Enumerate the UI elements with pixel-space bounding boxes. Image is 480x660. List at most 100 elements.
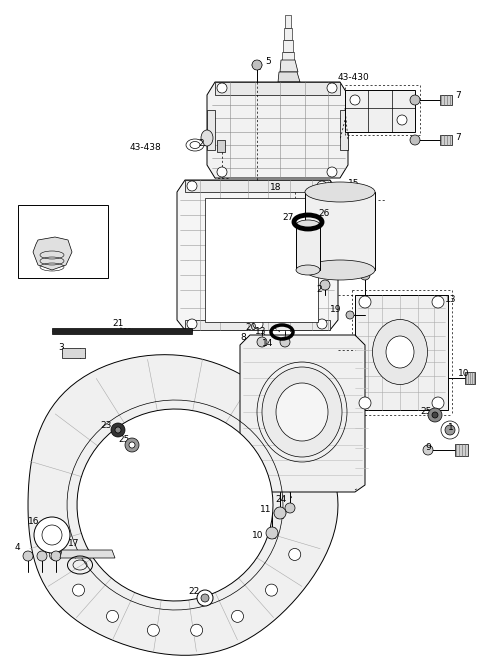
Circle shape <box>253 319 263 329</box>
Circle shape <box>125 438 139 452</box>
Polygon shape <box>77 409 273 601</box>
Circle shape <box>360 270 370 280</box>
Text: 19: 19 <box>330 306 341 315</box>
Text: 27: 27 <box>282 213 293 222</box>
Circle shape <box>187 181 197 191</box>
Polygon shape <box>60 550 115 558</box>
Circle shape <box>350 95 360 105</box>
Text: 2: 2 <box>316 286 322 294</box>
Text: 6: 6 <box>340 267 346 277</box>
Text: 43-430: 43-430 <box>338 73 370 82</box>
Text: 11: 11 <box>260 506 272 515</box>
Circle shape <box>34 517 70 553</box>
Text: 21: 21 <box>112 319 123 327</box>
Circle shape <box>51 551 61 561</box>
Polygon shape <box>205 198 318 322</box>
Circle shape <box>346 311 354 319</box>
Text: 10: 10 <box>252 531 264 539</box>
Text: 24: 24 <box>275 496 286 504</box>
Circle shape <box>274 507 286 519</box>
Circle shape <box>49 548 61 560</box>
Circle shape <box>42 525 62 545</box>
Text: 7: 7 <box>455 133 461 143</box>
Circle shape <box>191 624 203 636</box>
Ellipse shape <box>305 260 375 280</box>
Polygon shape <box>240 335 365 492</box>
Polygon shape <box>282 52 294 60</box>
Polygon shape <box>185 180 330 192</box>
Circle shape <box>115 427 121 433</box>
Text: 22: 22 <box>188 587 199 597</box>
Ellipse shape <box>305 182 375 202</box>
Text: 43-438: 43-438 <box>130 143 162 152</box>
Polygon shape <box>33 237 72 270</box>
Circle shape <box>317 181 327 191</box>
Circle shape <box>147 624 159 636</box>
Circle shape <box>266 527 278 539</box>
Polygon shape <box>215 82 340 95</box>
Polygon shape <box>284 28 292 40</box>
Circle shape <box>397 115 407 125</box>
Circle shape <box>201 594 209 602</box>
Circle shape <box>252 60 262 70</box>
Text: 8: 8 <box>240 333 246 343</box>
Polygon shape <box>28 354 338 655</box>
Circle shape <box>423 445 433 455</box>
Ellipse shape <box>201 130 213 146</box>
Circle shape <box>265 584 277 596</box>
Circle shape <box>217 167 227 177</box>
Circle shape <box>23 551 33 561</box>
Text: 20: 20 <box>245 323 256 333</box>
Circle shape <box>72 584 84 596</box>
Text: 4: 4 <box>15 543 21 552</box>
Text: 18: 18 <box>270 183 281 191</box>
Polygon shape <box>355 295 448 410</box>
Text: 25: 25 <box>118 436 130 444</box>
Ellipse shape <box>372 319 428 385</box>
Circle shape <box>432 296 444 308</box>
Text: 17: 17 <box>68 539 80 548</box>
Text: 13: 13 <box>255 327 266 337</box>
Text: 1: 1 <box>448 422 454 432</box>
Ellipse shape <box>296 220 320 230</box>
Circle shape <box>327 83 337 93</box>
Text: 10: 10 <box>458 370 469 378</box>
Text: 23: 23 <box>100 420 111 430</box>
Text: 7: 7 <box>455 92 461 100</box>
Text: 9: 9 <box>425 442 431 451</box>
Circle shape <box>257 337 267 347</box>
Circle shape <box>217 83 227 93</box>
Text: 14: 14 <box>262 339 274 348</box>
Circle shape <box>320 280 330 290</box>
Circle shape <box>37 551 47 561</box>
Polygon shape <box>285 15 291 28</box>
Ellipse shape <box>296 265 320 275</box>
Circle shape <box>289 548 301 560</box>
Circle shape <box>187 319 197 329</box>
Polygon shape <box>305 192 375 270</box>
Circle shape <box>410 135 420 145</box>
Polygon shape <box>280 60 298 72</box>
Polygon shape <box>440 135 452 145</box>
Text: 16: 16 <box>28 517 39 527</box>
Circle shape <box>432 412 438 418</box>
Polygon shape <box>283 40 293 52</box>
Circle shape <box>197 590 213 606</box>
Circle shape <box>428 408 442 422</box>
Polygon shape <box>177 180 338 330</box>
Polygon shape <box>18 205 108 278</box>
Polygon shape <box>455 444 468 456</box>
Text: 13: 13 <box>445 296 456 304</box>
Text: 26: 26 <box>318 209 329 218</box>
Circle shape <box>285 503 295 513</box>
Polygon shape <box>62 348 85 358</box>
Circle shape <box>280 337 290 347</box>
Text: 5: 5 <box>265 57 271 67</box>
Polygon shape <box>207 110 215 150</box>
Ellipse shape <box>186 139 204 151</box>
Ellipse shape <box>386 336 414 368</box>
Circle shape <box>441 421 459 439</box>
Ellipse shape <box>276 383 328 441</box>
Circle shape <box>432 397 444 409</box>
Polygon shape <box>217 140 225 152</box>
